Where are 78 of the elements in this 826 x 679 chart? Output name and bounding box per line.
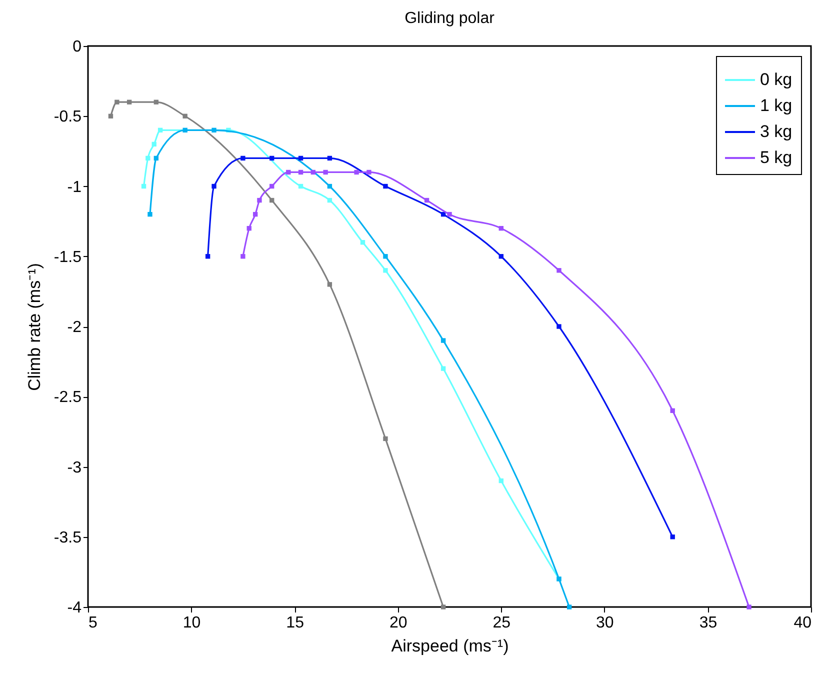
x-tick-label: 15: [286, 614, 304, 632]
point: [383, 254, 388, 259]
point: [354, 170, 359, 175]
point: [366, 170, 372, 175]
point: [556, 324, 562, 329]
point: [746, 604, 752, 610]
y-tick-label: -3: [67, 459, 82, 476]
point: [141, 184, 146, 189]
y-tick-label: -4: [67, 600, 82, 616]
point: [182, 128, 188, 132]
point: [240, 254, 246, 259]
point: [440, 366, 446, 371]
point: [270, 198, 274, 203]
point: [383, 436, 388, 442]
point: [298, 156, 304, 161]
point: [257, 198, 262, 203]
point: [424, 198, 430, 203]
point: [383, 184, 388, 189]
point: [298, 184, 304, 189]
point: [158, 128, 163, 132]
point: [498, 226, 504, 231]
y-axis-title: Climb rate (ms⁻¹): [24, 263, 44, 391]
y-tick-label: 0: [72, 38, 82, 56]
point: [383, 268, 388, 273]
point: [146, 156, 150, 161]
point: [556, 268, 562, 273]
point: [327, 184, 332, 189]
point: [323, 170, 328, 175]
point: [670, 408, 675, 413]
point: [327, 282, 332, 287]
point: [498, 254, 504, 259]
point: [286, 170, 291, 175]
point: [212, 184, 216, 189]
point: [154, 100, 159, 104]
x-tick-label: 30: [596, 614, 614, 632]
y-tick-label: -1.5: [54, 248, 82, 266]
chart-title: Gliding polar: [404, 10, 496, 27]
point: [114, 100, 120, 104]
point: [298, 170, 304, 175]
y-tick-label: -0.5: [54, 108, 82, 126]
point: [270, 156, 274, 161]
point: [154, 156, 159, 161]
x-axis-title: Airspeed (ms⁻¹): [391, 636, 509, 656]
y-tick-label: -1: [67, 178, 82, 196]
x-tick-label: 20: [389, 614, 408, 632]
x-tick-label: 10: [182, 614, 201, 632]
point: [240, 156, 246, 161]
x-tick-label: 5: [88, 614, 98, 632]
y-tick-label: -2.5: [54, 389, 82, 406]
legend-label: 0 kg: [760, 70, 792, 89]
point: [205, 254, 210, 259]
point: [152, 142, 156, 147]
point: [212, 128, 216, 132]
point: [327, 198, 332, 203]
point: [252, 212, 258, 217]
point: [447, 212, 452, 217]
point: [246, 226, 252, 231]
legend-label: 5 kg: [760, 148, 792, 167]
point: [440, 338, 446, 343]
x-tick-label: 25: [492, 614, 511, 632]
x-tick-label: 35: [699, 614, 718, 632]
legend-label: 3 kg: [760, 122, 792, 141]
point: [566, 604, 572, 610]
point: [498, 478, 504, 484]
y-tick-label: -2: [67, 319, 82, 336]
point: [440, 604, 446, 610]
y-tick-label: -3.5: [54, 529, 82, 546]
point: [270, 184, 274, 189]
point: [126, 100, 132, 104]
point: [182, 114, 188, 118]
point: [360, 240, 366, 245]
point: [108, 114, 114, 118]
point: [148, 212, 152, 217]
point: [310, 170, 316, 175]
point: [670, 534, 675, 540]
legend-label: 1 kg: [760, 96, 792, 115]
point: [327, 156, 332, 161]
x-tick-label: 40: [794, 614, 812, 632]
